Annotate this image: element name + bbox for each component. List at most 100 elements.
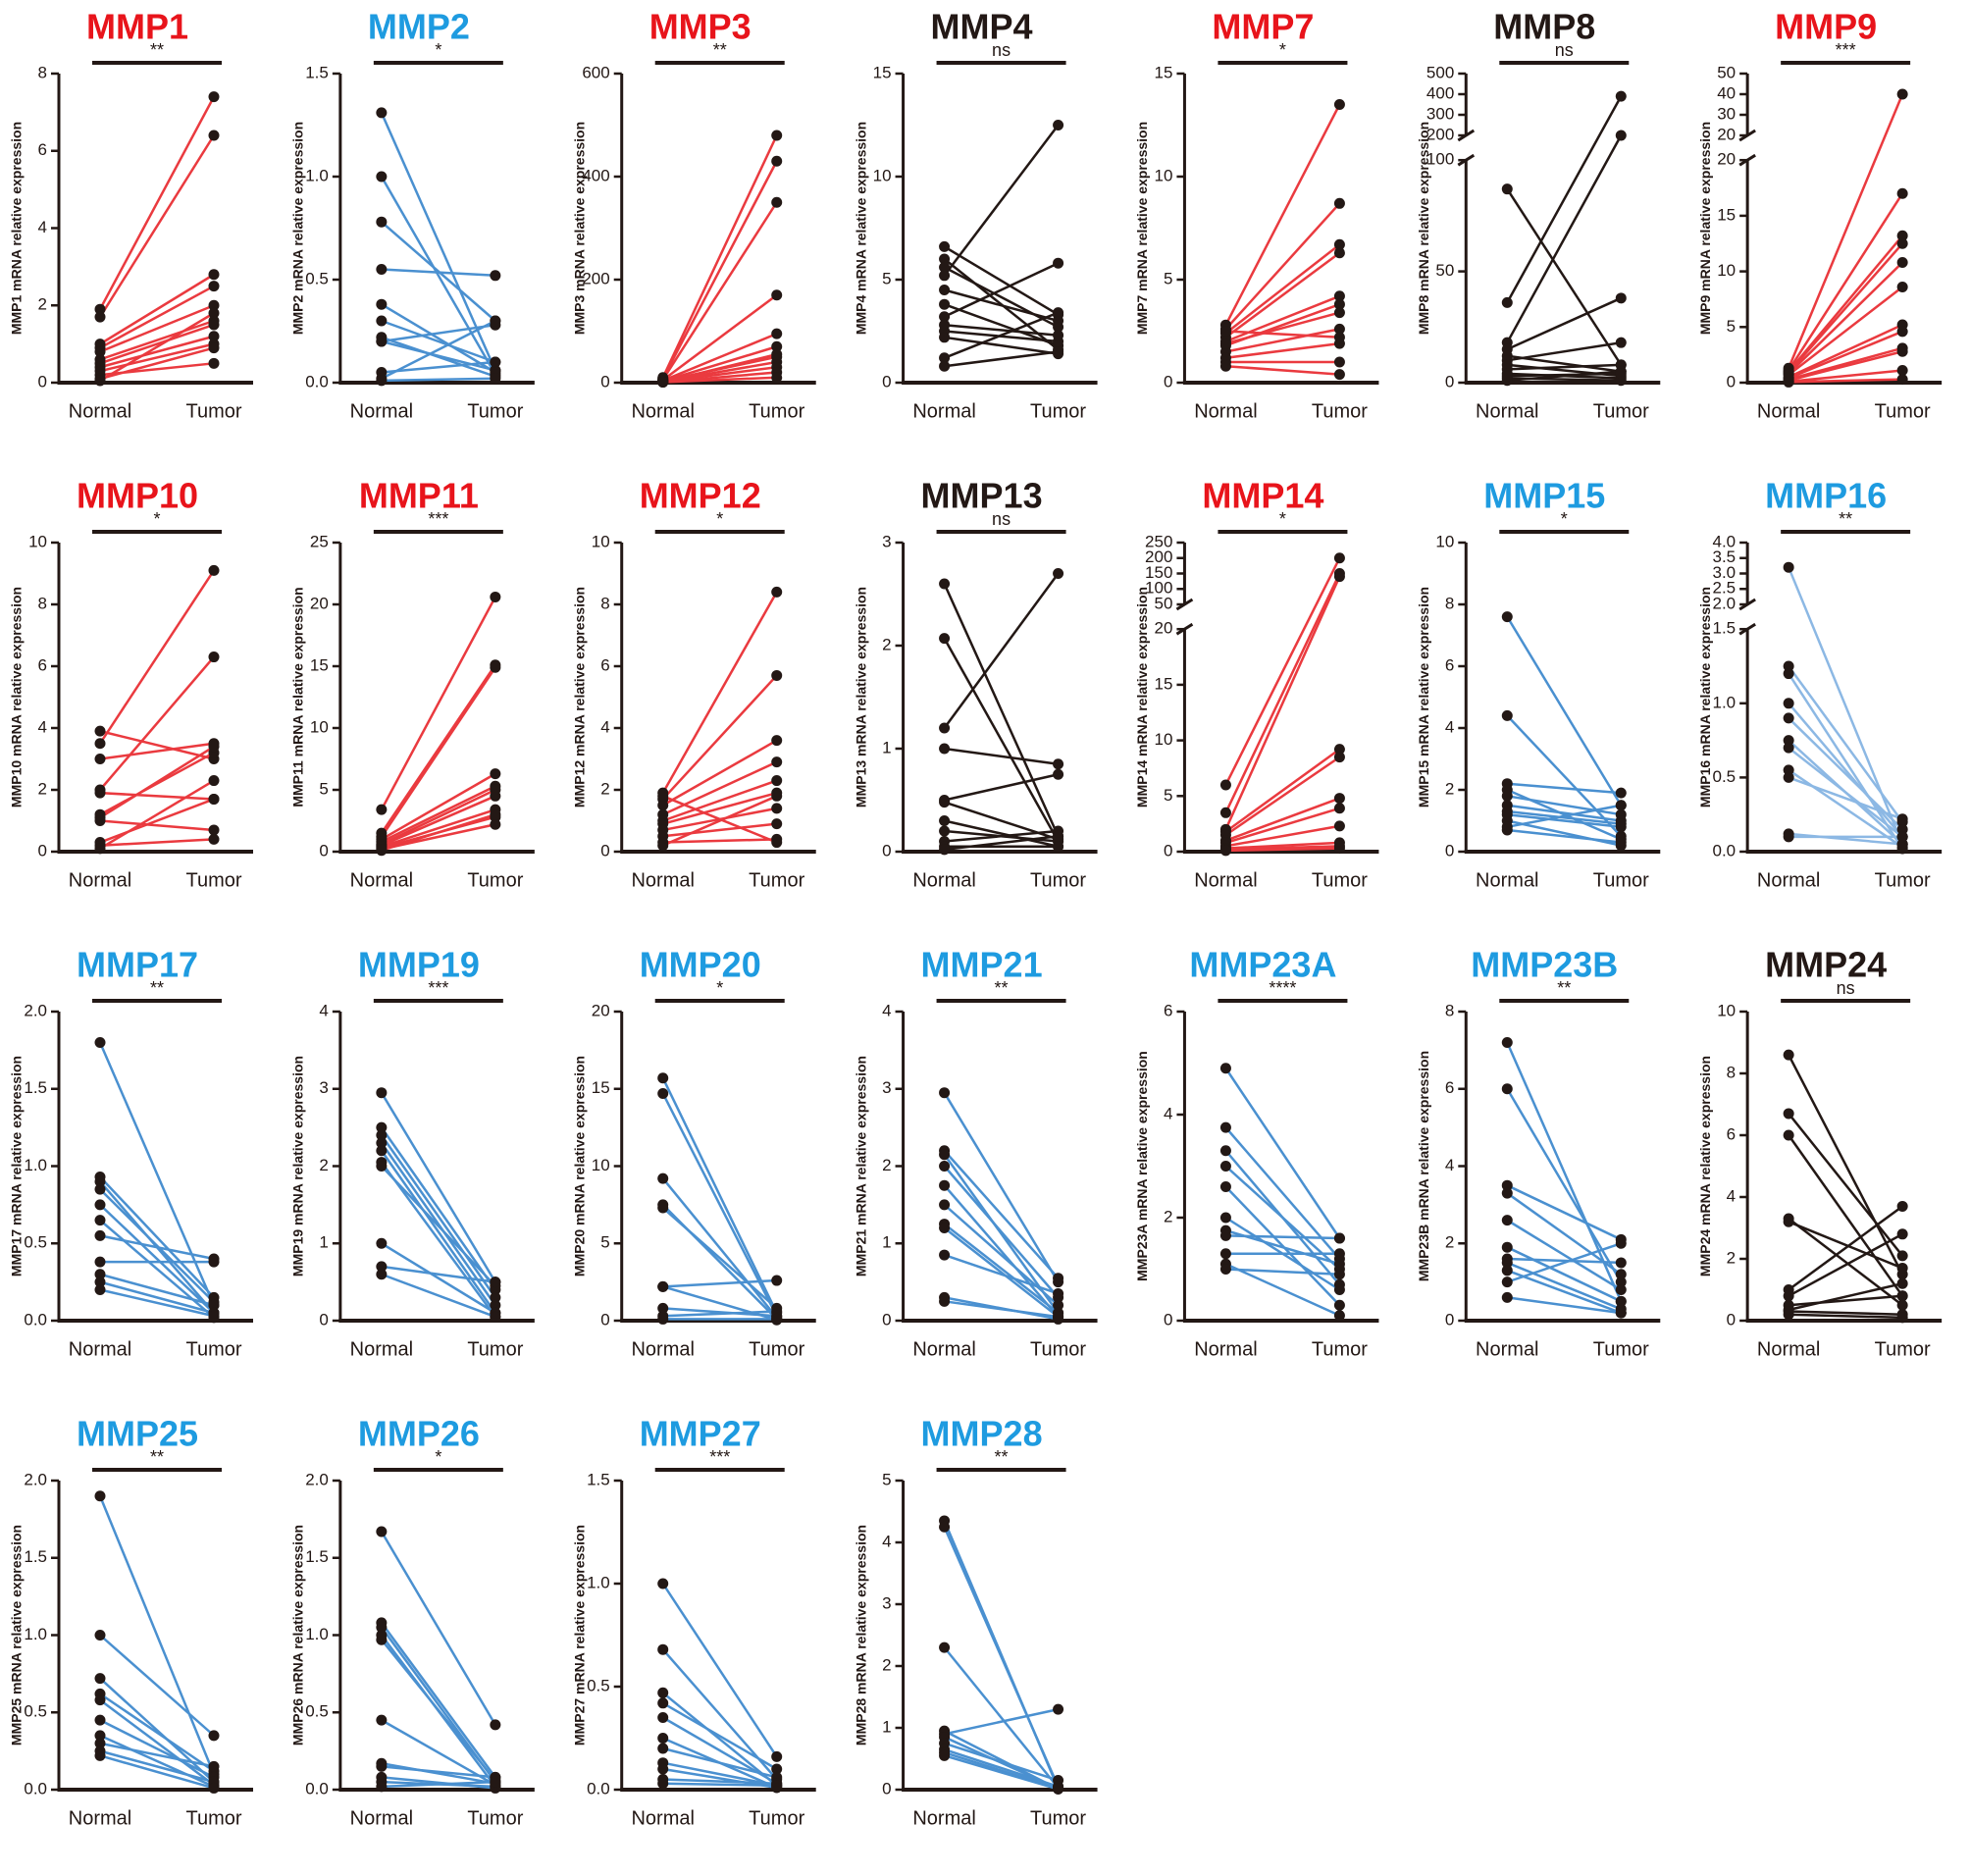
data-point xyxy=(490,1299,501,1311)
y-tick-label: 40 xyxy=(1717,83,1736,102)
pair-line xyxy=(381,1719,496,1787)
data-point xyxy=(1501,183,1513,195)
data-point xyxy=(94,815,106,826)
panel-title: MMP27 xyxy=(640,1414,761,1454)
data-point xyxy=(376,1237,388,1249)
pair-line xyxy=(1224,251,1341,339)
y-axis-label: MMP28 mRNA relative expression xyxy=(853,1525,868,1746)
x-tick-label: Normal xyxy=(912,1338,975,1360)
data-point xyxy=(1219,807,1231,818)
data-point xyxy=(1501,790,1513,802)
data-point xyxy=(208,651,220,663)
data-point xyxy=(939,352,951,364)
y-tick-label: 1.0 xyxy=(305,166,329,184)
y-tick-label: 1.5 xyxy=(305,1547,329,1566)
pair-line xyxy=(1507,804,1622,829)
data-point xyxy=(94,725,106,737)
y-tick-label: 500 xyxy=(1426,63,1454,81)
data-point xyxy=(1333,307,1345,319)
data-point xyxy=(1333,803,1345,814)
data-point xyxy=(1219,1161,1231,1172)
panel: MMP4 MMP4 mRNA relative expression 0 5 10 15 N… xyxy=(853,7,1098,422)
data-point xyxy=(1333,744,1345,756)
pair-line xyxy=(99,319,215,361)
pair-line xyxy=(1506,1088,1623,1283)
pair-line xyxy=(662,760,778,816)
y-tick-label: 600 xyxy=(582,63,609,81)
panel-title: MMP20 xyxy=(640,945,761,985)
data-point xyxy=(94,346,106,357)
data-point xyxy=(1333,369,1345,381)
data-point xyxy=(376,1129,388,1141)
data-point xyxy=(208,299,220,311)
significance-label: * xyxy=(1279,40,1286,60)
panel: MMP16 MMP16 mRNA relative expression 0.0 0.… xyxy=(1697,476,1943,891)
pair-line xyxy=(1788,192,1904,372)
data-point xyxy=(657,1733,669,1744)
data-point xyxy=(94,375,106,387)
y-tick-label: 400 xyxy=(1426,83,1454,102)
data-point xyxy=(1501,1277,1513,1288)
pair-line xyxy=(1225,328,1340,353)
x-tick-label: Normal xyxy=(69,869,131,891)
panel-title: MMP8 xyxy=(1493,7,1595,47)
y-tick-label: 1.0 xyxy=(1713,693,1737,711)
pair-line xyxy=(381,319,496,364)
data-point xyxy=(1501,370,1513,382)
pair-line xyxy=(662,1701,778,1771)
panel-title: MMP16 xyxy=(1765,476,1887,516)
pair-line xyxy=(1788,242,1904,374)
data-point xyxy=(771,328,783,339)
data-point xyxy=(939,1249,951,1261)
data-point xyxy=(1896,1299,1908,1311)
pair-line xyxy=(99,1677,215,1784)
pair-line xyxy=(381,377,495,383)
data-point xyxy=(1219,360,1231,372)
y-tick-label: 1 xyxy=(319,1233,328,1252)
pair-line xyxy=(99,791,215,801)
y-tick-label: 0.0 xyxy=(587,1779,610,1798)
significance-label: ** xyxy=(150,1447,164,1467)
x-tick-label: Normal xyxy=(1476,400,1538,422)
pair-line xyxy=(380,666,496,838)
pair-line xyxy=(99,1754,215,1790)
data-point xyxy=(208,793,220,805)
y-tick-label: 6 xyxy=(1445,655,1454,674)
y-axis-label: MMP20 mRNA relative expression xyxy=(571,1056,587,1277)
x-tick-label: Tumor xyxy=(1030,1338,1086,1360)
pair-line xyxy=(99,1203,215,1315)
data-point xyxy=(771,348,783,360)
x-tick-label: Tumor xyxy=(185,400,241,422)
y-axis-label: MMP27 mRNA relative expression xyxy=(571,1525,587,1746)
data-point xyxy=(1783,668,1794,680)
y-tick-label: 20 xyxy=(1717,125,1736,143)
data-point xyxy=(94,1269,106,1280)
data-point xyxy=(771,196,783,208)
data-point xyxy=(657,1302,669,1314)
y-tick-label: 20 xyxy=(1155,619,1173,638)
data-point xyxy=(1333,1269,1345,1280)
pair-line xyxy=(1506,1192,1623,1276)
data-point xyxy=(490,373,501,385)
data-point xyxy=(1783,771,1794,783)
data-point xyxy=(939,261,951,273)
pair-line xyxy=(661,591,778,794)
x-tick-label: Normal xyxy=(631,1807,694,1829)
data-point xyxy=(208,307,220,319)
pair-line xyxy=(99,323,215,365)
x-tick-label: Tumor xyxy=(1875,1338,1931,1360)
x-tick-label: Normal xyxy=(350,400,413,422)
panel-title: MMP7 xyxy=(1212,7,1314,47)
pair-line xyxy=(99,1273,215,1307)
pair-line xyxy=(98,1495,216,1775)
pair-line xyxy=(1789,1294,1903,1307)
data-point xyxy=(1219,1264,1231,1275)
y-axis-label: MMP2 mRNA relative expression xyxy=(290,122,306,335)
pair-line xyxy=(99,273,215,345)
data-point xyxy=(94,1738,106,1749)
pair-line xyxy=(1788,346,1903,381)
y-tick-label: 0 xyxy=(600,841,609,860)
data-point xyxy=(1783,1108,1794,1120)
y-tick-label: 4 xyxy=(1727,1186,1736,1205)
data-point xyxy=(1783,660,1794,672)
